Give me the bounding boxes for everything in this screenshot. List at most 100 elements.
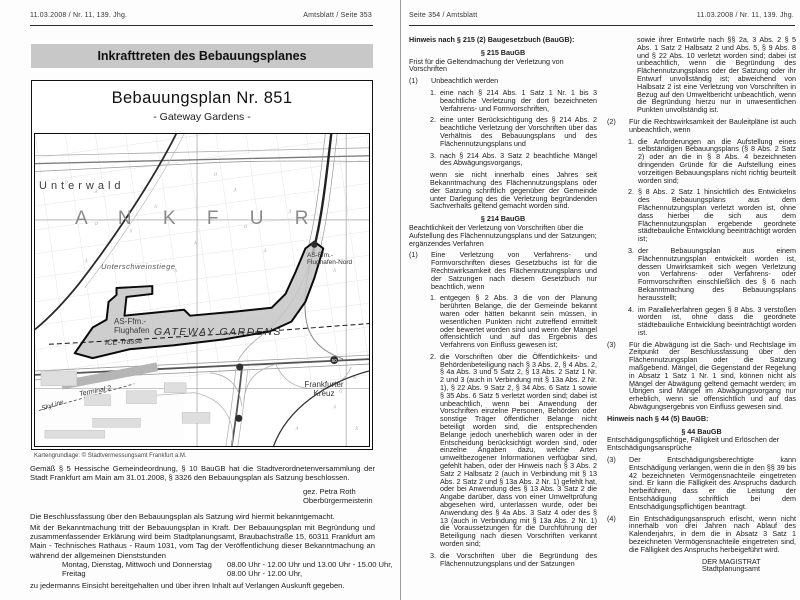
legal-block: (3) Für die Abwägung ist die Sach- und Re… — [607, 339, 796, 412]
page-header-date: 11.03.2008 / Nr. 11, 139. Jhg. — [30, 12, 128, 19]
legal-block: Entschädigungspflichtige, Fälligkeit und… — [607, 436, 796, 452]
legal-text: sowie ihrer Entwürfe nach §§ 2a, 3 Abs. … — [637, 35, 796, 115]
legal-block: Frist für die Geltendmachung der Verletz… — [409, 57, 597, 74]
legal-text-column-2: sowie ihrer Entwürfe nach §§ 2a, 3 Abs. … — [607, 36, 796, 573]
legal-block: Hinweis nach § 44 (5) BauGB: — [607, 414, 796, 423]
ice-rail-line — [48, 323, 369, 345]
legal-block: (4) Ein Entschädigungsanspruch erlischt, … — [607, 513, 796, 554]
svg-text:o: o — [95, 221, 99, 227]
terminal-band — [60, 362, 159, 390]
tree-symbols: λ λ λ λ λ λ λ λ λ λ λ λ λ λ o o o o o — [65, 171, 358, 432]
legal-text: Eine Verletzung von Verfahrens- und Form… — [431, 250, 597, 291]
legal-block: 4. im Parallelverfahren gegen § 8 Abs. 3 … — [607, 304, 796, 337]
legal-text: § 8 Abs. 2 Satz 1 hinsichtlich des Entwi… — [638, 187, 796, 244]
legal-block: § 214 BauGB — [409, 215, 597, 223]
map-source-caption: Kartengrundlage: © Stadtvermessungsamt F… — [34, 453, 187, 459]
map-label-frankfurter-kreuz: Frankfurter Kreuz — [304, 380, 344, 398]
decision-paragraph: Gemäß § 5 Hessische Gemeindeordnung, § 1… — [30, 464, 375, 483]
header-rule — [409, 25, 795, 26]
hours-times: 08.00 Uhr - 12.00 Uhr, — [227, 569, 303, 579]
clause-number: 4. — [628, 304, 634, 314]
page-header-date: 11.03.2008 / Nr. 11, 139. Jhg. — [696, 12, 794, 19]
svg-text:λ: λ — [128, 229, 132, 235]
office-hours-row: Freitag 08.00 Uhr - 12.00 Uhr, — [62, 569, 392, 578]
legal-text: Entschädigungspflichtige, Fälligkeit und… — [607, 435, 780, 453]
airport-buildings — [40, 370, 211, 439]
map-head: Bebauungsplan Nr. 851 - Gateway Gardens … — [32, 81, 372, 133]
legal-block: (2) Für die Rechtswirksamkeit der Bauleit… — [607, 118, 796, 134]
clause-number: 1. — [430, 293, 436, 303]
page-right: Seite 354 / Amtsblatt 11.03.2008 / Nr. 1… — [401, 0, 800, 600]
legal-block: Hinweis nach § 215 (2) Baugesetzbuch (Ba… — [409, 36, 597, 44]
page-header-pagenum: Amtsblatt / Seite 353 — [303, 12, 372, 19]
legal-text: Stadtplanungsamt — [702, 564, 760, 574]
clause-number: (2) — [607, 116, 616, 126]
svg-text:λ: λ — [153, 204, 157, 210]
svg-text:o: o — [214, 171, 218, 177]
clause-number: (4) — [607, 513, 616, 523]
legal-text: Für die Rechtswirksamkeit der Bauleitplä… — [629, 116, 796, 134]
legal-text: Unbeachtlich werden — [431, 76, 499, 86]
road-curve-west — [35, 134, 177, 331]
legal-text: der Bebauungsplan aus einem Flächennutzu… — [638, 245, 796, 302]
legal-text: eine unter Berücksichtigung des § 214 Ab… — [440, 115, 597, 148]
svg-text:λ: λ — [173, 268, 177, 274]
map-label-frankfurt-letters: A N K F U R — [75, 208, 322, 229]
map-subtitle: - Gateway Gardens - — [153, 111, 251, 123]
svg-text:λ: λ — [332, 404, 336, 410]
map-title: Bebauungsplan Nr. 851 — [111, 89, 293, 107]
svg-text:o: o — [339, 389, 343, 395]
legal-block: wenn sie nicht innerhalb eines Jahres se… — [409, 171, 597, 210]
clause-number: (3) — [607, 455, 616, 465]
page-left: 11.03.2008 / Nr. 11, 139. Jhg. Amtsblatt… — [30, 12, 392, 590]
signature-block: gez. Petra Roth Oberbürgermeisterin — [303, 487, 373, 505]
legal-block: § 215 BauGB — [409, 48, 597, 57]
legal-text: nach § 214 Abs. 3 Satz 2 beachtliche Män… — [440, 150, 597, 168]
map-drawing: λ λ λ λ λ λ λ λ λ λ λ λ λ λ o o o o o — [35, 134, 369, 446]
legal-block: sowie ihrer Entwürfe nach §§ 2a, 3 Abs. … — [607, 36, 796, 114]
page-header-pagenum: Seite 354 / Amtsblatt — [409, 12, 478, 19]
legal-text: § 214 BauGB — [480, 214, 526, 224]
map-label-as-ffm-flughafen-nord: AS-Ffm.-Flughafen-Nord — [307, 252, 353, 266]
clause-number: (1) — [409, 76, 418, 86]
closing-paragraph: zu jedermanns Einsicht bereitgehalten un… — [30, 581, 345, 590]
legal-text-column-1: Hinweis nach § 215 (2) Baugesetzbuch (Ba… — [409, 36, 597, 571]
legal-block: 1. entgegen § 2 Abs. 3 die von der Planun… — [409, 294, 597, 349]
legal-text: eine nach § 214 Abs. 1 Satz 1 Nr. 1 bis … — [440, 87, 597, 113]
legal-text: Für die Abwägung ist die Sach- und Recht… — [629, 339, 796, 412]
legal-text: die Anforderungen an die Aufstellung ein… — [638, 136, 796, 185]
legal-text: Beachtlichkeit der Verletzung von Vorsch… — [409, 222, 597, 248]
legal-block: 3. nach § 214 Abs. 3 Satz 2 beachtliche M… — [409, 150, 597, 168]
legal-block: 2. § 8 Abs. 2 Satz 1 hinsichtlich des Ent… — [607, 188, 796, 243]
announcement-paragraph: Die Beschlussfassung über den Bebauungsp… — [30, 512, 335, 521]
clause-number: 2. — [430, 115, 436, 125]
map-label-as-ffm-flughafen: AS-Ffm.-Flughafen — [114, 317, 150, 335]
office-hours-row: Montag, Dienstag, Mittwoch und Donnersta… — [62, 560, 392, 569]
legal-text: Der Entschädigungsberechtigte kann Entsc… — [629, 455, 796, 511]
map-label-gateway-gardens: GATEWAY GARDENS — [154, 326, 282, 338]
legal-block: 1. die Anforderungen an die Aufstellung e… — [607, 136, 796, 185]
skyline-track — [38, 383, 135, 411]
legal-block: (1) Eine Verletzung von Verfahrens- und F… — [409, 251, 597, 290]
map-canvas: λ λ λ λ λ λ λ λ λ λ λ λ λ λ o o o o o — [34, 133, 370, 447]
clause-number: (3) — [607, 339, 616, 349]
motorway-junction-badges: 50 — [235, 241, 339, 422]
svg-text:λ: λ — [287, 209, 291, 215]
legal-block: § 44 BauGB — [607, 427, 796, 436]
svg-text:λ: λ — [233, 187, 237, 193]
legal-text: Ein Entschädigungsanspruch erlischt, wen… — [629, 513, 796, 554]
legal-text: DER MAGISTRAT — [702, 556, 761, 566]
svg-text:o: o — [244, 224, 248, 230]
legal-text: die Vorschriften über die Öffentlichkeit… — [440, 351, 597, 549]
legal-block: (1) Unbeachtlich werden — [409, 77, 597, 85]
legal-block: Beachtlichkeit der Verletzung von Vorsch… — [409, 224, 597, 247]
legal-block: (3) Der Entschädigungsberechtigte kann En… — [607, 456, 796, 511]
legal-text: wenn sie nicht innerhalb eines Jahres se… — [430, 170, 597, 211]
svg-text:o: o — [65, 179, 69, 185]
svg-text:λ: λ — [354, 426, 358, 432]
clause-number: (1) — [409, 250, 418, 260]
legal-text: im Parallelverfahren gegen § 8 Abs. 3 ve… — [638, 304, 796, 337]
hours-times: 08.00 Uhr - 12.00 Uhr und 13.00 Uhr - 15… — [227, 560, 393, 569]
legal-block: 3. der Bebauungsplan aus einem Flächennut… — [607, 247, 796, 302]
svg-text:λ: λ — [332, 268, 336, 274]
